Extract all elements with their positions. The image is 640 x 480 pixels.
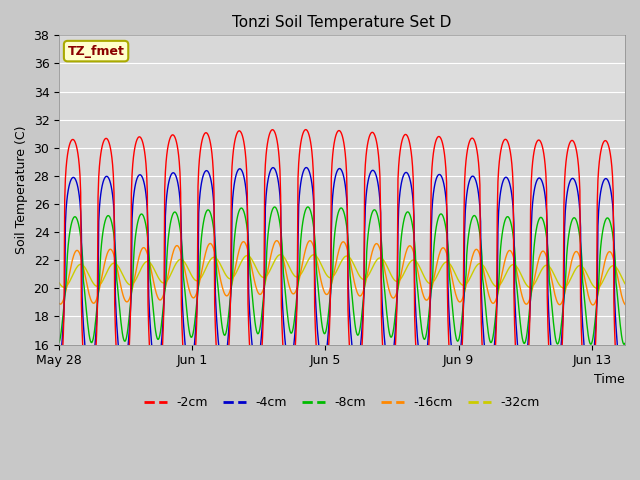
-8cm [349,301,356,307]
-8cm [488,337,496,343]
-4cm [488,360,496,366]
-2cm [618,405,626,410]
-16cm [170,248,177,253]
Line: -32cm: -32cm [59,254,625,288]
-4cm [397,184,404,190]
-2cm [170,132,177,138]
-8cm [120,337,127,343]
-32cm [132,277,140,283]
Line: -2cm: -2cm [59,130,625,408]
X-axis label: Time: Time [595,373,625,386]
Line: -4cm: -4cm [59,168,625,375]
-8cm [170,210,177,216]
-4cm [303,165,310,170]
-8cm [397,240,404,246]
-4cm [55,365,63,371]
Bar [59,63,625,92]
-16cm [132,271,140,276]
-32cm [349,260,356,265]
-32cm [593,285,600,291]
-16cm [589,302,597,308]
-2cm [397,144,404,150]
-16cm [349,272,356,278]
-4cm [618,372,626,378]
-16cm [488,300,496,306]
Text: TZ_fmet: TZ_fmet [68,45,125,58]
-16cm [55,300,63,306]
-32cm [621,281,629,287]
-32cm [488,280,496,286]
-4cm [621,366,629,372]
-32cm [276,252,284,257]
Line: -8cm: -8cm [59,207,625,344]
Title: Tonzi Soil Temperature Set D: Tonzi Soil Temperature Set D [232,15,452,30]
-4cm [349,350,356,356]
-8cm [620,341,628,347]
-16cm [621,301,629,307]
-32cm [397,276,404,282]
-16cm [120,294,127,300]
-2cm [132,142,140,147]
-16cm [397,273,404,279]
-32cm [55,280,63,286]
Y-axis label: Soil Temperature (C): Soil Temperature (C) [15,126,28,254]
-8cm [621,340,629,346]
-4cm [132,181,140,187]
Line: -16cm: -16cm [59,240,625,305]
-2cm [621,394,629,399]
-2cm [488,388,496,394]
-2cm [302,127,310,132]
-2cm [55,393,63,398]
-16cm [273,238,280,243]
-2cm [120,400,127,406]
-8cm [55,339,63,345]
-2cm [349,385,356,391]
-32cm [170,265,177,271]
-8cm [304,204,312,210]
-8cm [132,233,140,239]
Legend: -2cm, -4cm, -8cm, -16cm, -32cm: -2cm, -4cm, -8cm, -16cm, -32cm [139,391,545,414]
-4cm [120,369,127,375]
-32cm [120,274,127,280]
-4cm [170,170,177,176]
